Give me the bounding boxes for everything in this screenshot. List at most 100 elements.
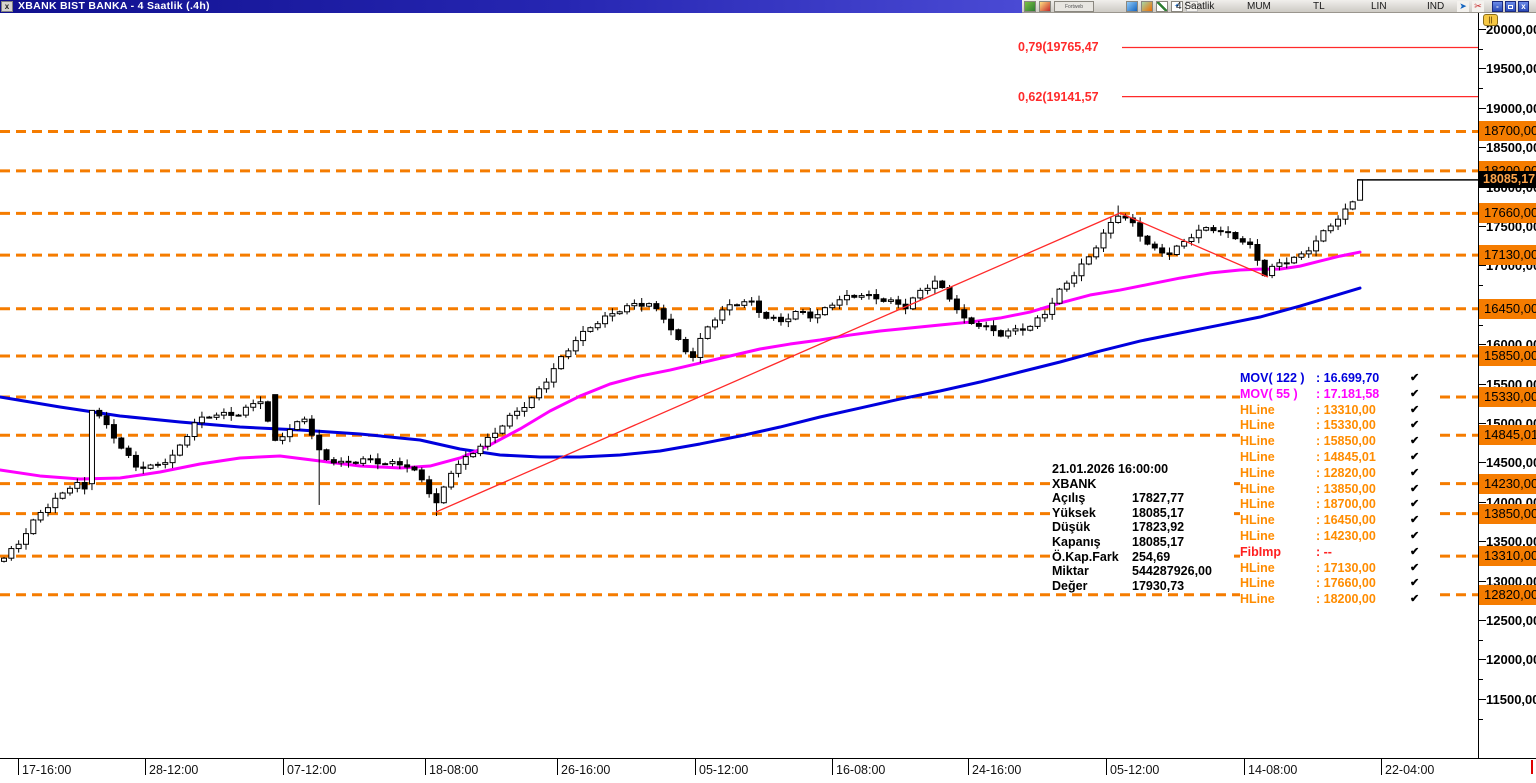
legend-visibility-check[interactable]: ✔ [1410, 419, 1420, 432]
legend-visibility-check[interactable]: ✔ [1410, 435, 1420, 448]
candle-body [294, 421, 301, 431]
legend-visibility-check[interactable]: ✔ [1410, 403, 1420, 416]
legend-visibility-check[interactable]: ✔ [1410, 577, 1420, 590]
legend-indicator-name: HLine [1240, 576, 1275, 591]
time-axis-label: 17-16:00 [22, 763, 72, 777]
chart-type-icon[interactable] [1141, 1, 1153, 12]
candle-body [338, 460, 345, 464]
candle-body [1357, 179, 1364, 201]
indicator-menu[interactable]: IND [1427, 1, 1445, 12]
legend-visibility-check[interactable]: ✔ [1410, 450, 1420, 463]
compass-icon[interactable]: ✦ [1171, 1, 1183, 12]
time-axis-label: 18-08:00 [429, 763, 479, 777]
price-major-tick [1479, 698, 1486, 700]
candle-body [1335, 218, 1342, 227]
matrix-icon[interactable] [1126, 1, 1138, 12]
zigzag-icon[interactable]: ∻ [1186, 1, 1198, 12]
scale-lock-icon[interactable]: || [1483, 14, 1498, 26]
legend-row-mov122: MOV( 122 ): 16.699,70 ✔ [1240, 371, 1434, 387]
legend-visibility-check[interactable]: ✔ [1410, 545, 1420, 558]
price-major-tick [1479, 383, 1486, 385]
candle-body [396, 461, 403, 466]
legend-visibility-check[interactable]: ✔ [1410, 593, 1420, 606]
tools-icon[interactable]: ✂ [1472, 1, 1484, 12]
legend-visibility-check[interactable]: ✔ [1410, 514, 1420, 527]
candle-body [1012, 328, 1019, 332]
interval-select[interactable]: 4 Saatlik [1176, 1, 1215, 12]
legend-indicator-value: : 13310,00 [1316, 402, 1376, 417]
fortweb-logo[interactable]: Fortweb [1054, 1, 1094, 12]
candle-body [851, 294, 858, 298]
legend-indicator-name: HLine [1240, 528, 1275, 543]
candle-body [726, 304, 733, 311]
legend-visibility-check[interactable]: ✔ [1410, 561, 1420, 574]
candle-body [939, 280, 946, 289]
legend-visibility-check[interactable]: ✔ [1410, 372, 1420, 384]
chart-plot-area[interactable] [0, 13, 1478, 758]
currency-select[interactable]: TL [1313, 1, 1325, 12]
candle-body [946, 287, 953, 300]
candle-body [873, 294, 880, 300]
price-axis-label: 13500,00 [1486, 534, 1536, 550]
close-button[interactable]: x [1518, 1, 1529, 12]
chart-style-select[interactable]: MUM [1247, 1, 1271, 12]
title-bar-gradient[interactable]: x XBANK BIST BANKA - 4 Saatlik (.4h) [0, 0, 1022, 13]
draw-line-icon[interactable] [1156, 1, 1168, 12]
candle-body [1034, 317, 1041, 327]
minimize-button[interactable]: - [1492, 1, 1503, 12]
time-tick [695, 759, 696, 775]
legend-visibility-check[interactable]: ✔ [1410, 387, 1420, 400]
candle-body [968, 317, 975, 324]
hline-price-badge: 18700,00 [1479, 121, 1536, 142]
candle-body [748, 300, 755, 303]
legend-visibility-check[interactable]: ✔ [1410, 498, 1420, 511]
legend-visibility-check[interactable]: ✔ [1410, 482, 1420, 495]
time-axis-label: 24-16:00 [972, 763, 1022, 777]
candle-body [59, 492, 66, 499]
symbol-select-icon[interactable] [1039, 1, 1051, 12]
candle-body [228, 411, 235, 416]
candle-body [484, 436, 491, 447]
candle-body [887, 299, 894, 302]
candle-body [536, 388, 543, 399]
page-setup-icon[interactable] [1024, 1, 1036, 12]
legend-indicator-name: HLine [1240, 497, 1275, 512]
candle-body [132, 454, 139, 468]
restore-button[interactable] [1505, 1, 1516, 12]
candle-body [829, 304, 836, 309]
candle-body [961, 309, 968, 319]
pointer-arrow-icon[interactable]: ➤ [1457, 1, 1469, 12]
legend-indicator-value: : 18700,00 [1316, 497, 1376, 512]
candle-body [953, 298, 960, 311]
candle-body [206, 416, 213, 419]
price-major-tick [1479, 265, 1486, 267]
candle-body [213, 414, 220, 418]
candle-body [147, 464, 154, 469]
candle-body [382, 463, 389, 466]
candle-body [543, 381, 550, 390]
bar-datetime: 21.01.2026 16:00:00 [1052, 462, 1169, 476]
time-tick [145, 759, 146, 775]
scale-select[interactable]: LIN [1371, 1, 1387, 12]
price-major-tick [1479, 226, 1486, 227]
candle-body [1269, 265, 1276, 277]
candle-body [330, 459, 337, 464]
price-axis-label: 12500,00 [1486, 613, 1536, 628]
time-axis[interactable]: 17-16:00 28-12:00 07-12:00 18-08:00 26-16:00… [0, 758, 1536, 783]
price-minor-tick [1479, 324, 1483, 326]
time-axis-cursor [1531, 760, 1533, 774]
candle-body [162, 462, 169, 465]
close-icon[interactable]: x [1, 1, 13, 12]
candle-body [719, 309, 726, 321]
legend-indicator-value: : 13850,00 [1316, 481, 1376, 496]
legend-indicator-name: HLine [1240, 513, 1275, 528]
legend-visibility-check[interactable]: ✔ [1410, 466, 1420, 479]
candle-body [1115, 215, 1122, 223]
candle-body [1049, 302, 1056, 315]
legend-row-hline: HLine: 17130,00 ✔ [1240, 561, 1434, 577]
candle-body [1181, 240, 1188, 247]
legend-visibility-check[interactable]: ✔ [1410, 529, 1420, 542]
legend-row-hline: HLine: 18200,00 ✔ [1240, 592, 1434, 608]
price-axis[interactable]: 20000,0019500,0019000,0018500,0018000,00… [1478, 13, 1536, 758]
candle-body [983, 325, 990, 328]
